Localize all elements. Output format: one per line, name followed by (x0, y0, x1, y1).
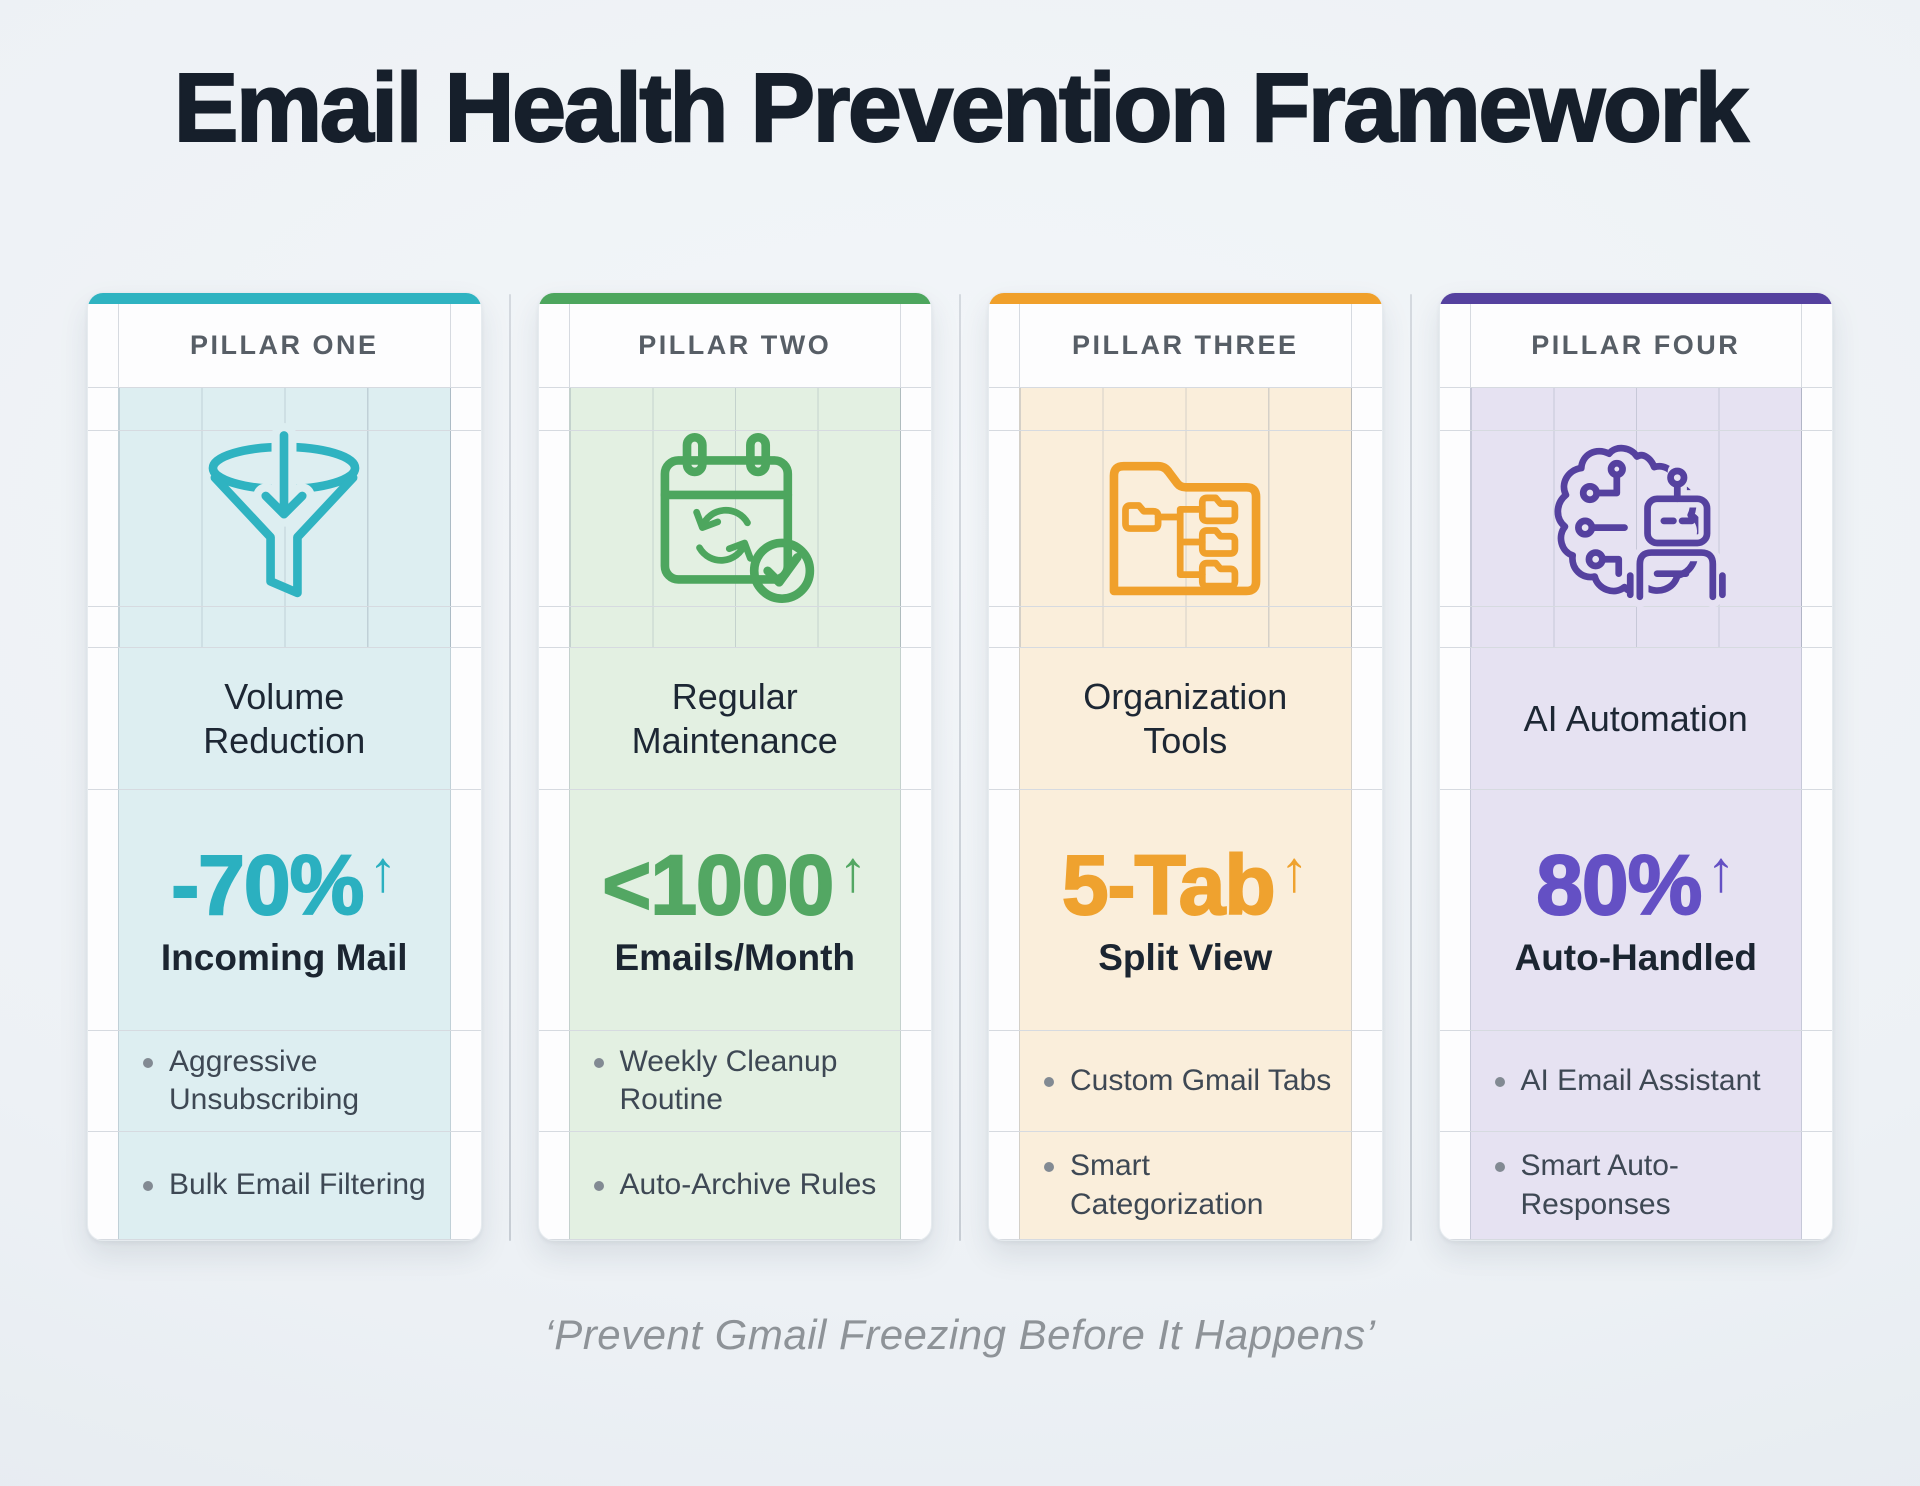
card-accent-bar (538, 293, 931, 304)
card-title: AI Automation (1523, 697, 1748, 739)
card-title: Regular Maintenance (631, 675, 838, 761)
stat-value: <1000 (601, 837, 835, 932)
pillar-label: PILLAR ONE (189, 330, 379, 360)
stat-value: 5-Tab (1061, 837, 1277, 932)
list-item: Weekly Cleanup Routine (538, 1030, 931, 1131)
card-footer (1439, 1239, 1832, 1240)
card-header: PILLAR ONE (88, 304, 481, 388)
bullet-text: AI Email Assistant (1520, 1063, 1761, 1097)
stat-value: 80% (1535, 837, 1703, 932)
pillar-card: PILLAR THREE Organization To (988, 292, 1383, 1241)
ai-brain-robot-icon (1554, 444, 1726, 607)
card-divider (959, 294, 961, 1241)
up-arrow-icon: ↑ (1706, 838, 1736, 904)
icon-zone (88, 388, 481, 647)
bullet-dot-icon (1494, 1162, 1505, 1173)
list-item: AI Email Assistant (1439, 1030, 1832, 1131)
card-header: PILLAR FOUR (1439, 304, 1832, 388)
bullet-dot-icon (143, 1181, 153, 1192)
icon-zone (1439, 388, 1832, 647)
stat-label: Emails/Month (614, 937, 856, 979)
card-title-row: AI Automation (1439, 647, 1832, 789)
up-arrow-icon: ↑ (368, 838, 398, 904)
pillar-cards: PILLAR ONE Volume Reduction (87, 292, 1833, 1241)
list-item: Aggressive Unsubscribing (88, 1030, 481, 1131)
pillar-card: PILLAR ONE Volume Reduction (87, 292, 482, 1241)
bullet-text: Auto-Archive Rules (619, 1168, 877, 1202)
list-item: Smart Categorization (989, 1131, 1382, 1239)
stat-label: Incoming Mail (160, 937, 408, 979)
bullet-text: Custom Gmail Tabs (1070, 1063, 1332, 1097)
card-title-row: Regular Maintenance (538, 647, 931, 789)
card-accent-bar (88, 293, 481, 304)
stat-row: 5-Tab ↑ Split View (989, 789, 1382, 1030)
pillar-label: PILLAR THREE (1071, 330, 1299, 360)
card-divider (1409, 294, 1412, 1241)
up-arrow-icon: ↑ (838, 838, 868, 904)
stat-label: Split View (1098, 937, 1273, 979)
bullet-dot-icon (593, 1057, 604, 1068)
bullet-text: Weekly Cleanup Routine (619, 1044, 838, 1116)
bullet-dot-icon (1044, 1076, 1054, 1087)
card-divider (508, 294, 511, 1241)
card-accent-bar (1439, 293, 1832, 304)
bullet-text: Aggressive Unsubscribing (169, 1044, 360, 1116)
folder-tree-icon (1109, 461, 1261, 595)
bullet-dot-icon (143, 1057, 153, 1068)
card-footer (989, 1239, 1382, 1240)
card-title: Organization Tools (1083, 675, 1288, 761)
card-header: PILLAR TWO (538, 304, 931, 388)
pillar-label: PILLAR TWO (638, 330, 832, 360)
icon-zone (989, 388, 1382, 647)
stat-label: Auto-Handled (1514, 937, 1758, 979)
card-accent-bar (989, 293, 1382, 304)
icon-zone (538, 388, 931, 647)
footer-quote: ‘Prevent Gmail Freezing Before It Happen… (544, 1311, 1376, 1358)
stat-value: -70% (170, 837, 365, 932)
page-title: Email Health Prevention Framework (173, 52, 1750, 163)
card-header: PILLAR THREE (989, 304, 1382, 388)
bullet-text: Smart Categorization (1070, 1149, 1264, 1221)
bullet-dot-icon (1044, 1162, 1054, 1173)
bullet-text: Bulk Email Filtering (169, 1168, 426, 1202)
pillar-card: PILLAR FOUR (1438, 292, 1833, 1241)
card-title-row: Volume Reduction (88, 647, 481, 789)
card-title-row: Organization Tools (989, 647, 1382, 789)
stat-row: 80% ↑ Auto-Handled (1439, 789, 1832, 1030)
pillar-card: PILLAR TWO (537, 292, 932, 1241)
pillar-label: PILLAR FOUR (1531, 330, 1741, 360)
up-arrow-icon: ↑ (1279, 838, 1309, 904)
list-item: Smart Auto-Responses (1439, 1131, 1832, 1239)
list-item: Custom Gmail Tabs (989, 1030, 1382, 1131)
funnel-icon (208, 422, 360, 597)
stat-row: -70% ↑ Incoming Mail (88, 789, 481, 1030)
stat-row: <1000 ↑ Emails/Month (538, 789, 931, 1030)
list-item: Bulk Email Filtering (88, 1131, 481, 1239)
bullet-dot-icon (1494, 1076, 1505, 1087)
card-footer (88, 1239, 481, 1240)
bullet-dot-icon (593, 1181, 604, 1192)
list-item: Auto-Archive Rules (538, 1131, 931, 1239)
card-footer (538, 1239, 931, 1240)
bullet-text: Smart Auto-Responses (1520, 1149, 1679, 1221)
card-title: Volume Reduction (203, 675, 366, 761)
calendar-refresh-icon (660, 432, 814, 603)
